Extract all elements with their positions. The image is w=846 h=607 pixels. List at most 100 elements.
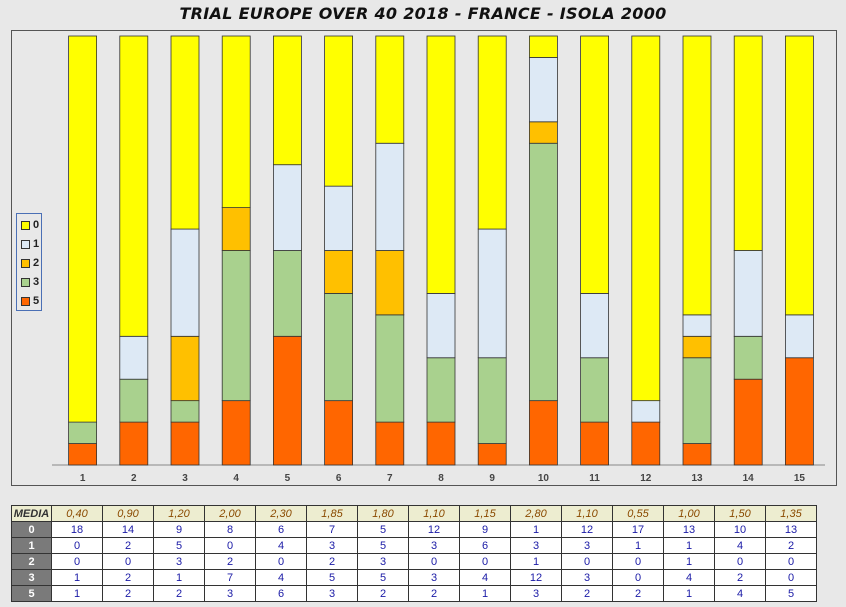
table-cell: 1,15 [459, 505, 511, 522]
bar-segment-9-score-5 [477, 443, 507, 466]
chart-title: TRIAL EUROPE OVER 40 2018 - FRANCE - ISO… [179, 4, 667, 23]
bar-segment-6-score-2 [324, 250, 354, 294]
table-cell: 10 [714, 521, 766, 538]
table-cell: 5 [357, 537, 409, 554]
bar-segment-4-score-2 [221, 207, 251, 251]
bar-segment-15-score-0 [785, 35, 814, 316]
bar-segment-13-score-5 [682, 443, 712, 466]
legend-label: 3 [33, 276, 40, 288]
table-cell: 1,80 [357, 505, 409, 522]
table-cell: 6 [255, 585, 307, 602]
bar-segment-7-score-1 [375, 142, 405, 251]
bar-segment-7-score-3 [375, 314, 405, 423]
bar-segment-10-score-3 [529, 142, 558, 402]
legend-swatch [21, 220, 30, 230]
legend-label: 2 [33, 257, 40, 269]
bar-segment-11-score-5 [580, 421, 609, 466]
bar-segment-8-score-1 [426, 292, 456, 359]
table-cell: 1 [51, 569, 103, 586]
row-header: 5 [11, 585, 52, 602]
table-cell: 5 [153, 537, 205, 554]
bar-segment-4-score-5 [221, 400, 251, 466]
table-cell: 1 [153, 569, 205, 586]
x-tick-label: 2 [131, 473, 137, 484]
table-cell: 2 [765, 537, 817, 554]
bar-segment-1-score-5 [68, 443, 97, 466]
table-cell: 1,10 [561, 505, 613, 522]
table-cell: 0 [51, 553, 103, 570]
x-tick-label: 15 [794, 473, 806, 484]
x-tick-label: 6 [336, 473, 342, 484]
x-tick-label: 4 [233, 473, 239, 484]
table-cell: 14 [102, 521, 154, 538]
table-cell: 9 [459, 521, 511, 538]
table-cell: 2 [561, 585, 613, 602]
bar-segment-6-score-1 [324, 185, 354, 251]
table-cell: 2 [408, 585, 460, 602]
legend-label: 0 [33, 219, 40, 231]
bar-segment-6-score-3 [324, 292, 354, 402]
table-cell: 2 [102, 537, 154, 554]
legend-swatch [21, 277, 30, 287]
table-cell: 2 [102, 569, 154, 586]
bar-segment-5-score-5 [272, 335, 302, 466]
table-cell: 2,80 [510, 505, 562, 522]
table-cell: 1,00 [663, 505, 715, 522]
table-cell: 2 [153, 585, 205, 602]
bar-segment-9-score-3 [477, 357, 507, 444]
row-header: 2 [11, 553, 52, 570]
table-cell: 2 [102, 585, 154, 602]
table-cell: 0 [765, 569, 817, 586]
x-tick-label: 10 [538, 473, 550, 484]
table-cell: 7 [204, 569, 256, 586]
table-cell: 1,35 [765, 505, 817, 522]
table-cell: 12 [510, 569, 562, 586]
bar-segment-6-score-5 [324, 400, 354, 466]
table-row-media: MEDIA 0,40 0,90 1,20 2,00 2,30 1,85 1,80 1,10 1,1… [11, 505, 817, 522]
table-cell: 0 [255, 553, 307, 570]
table-cell: 3 [561, 537, 613, 554]
table-cell: 1 [510, 521, 562, 538]
table-cell: 4 [459, 569, 511, 586]
table-row-score-0: 0 18 14 9 8 6 7 5 12 9 1 12 17 13 10 13 [11, 521, 817, 538]
bar-segment-3-score-1 [170, 228, 200, 337]
bar-segment-2-score-1 [119, 335, 149, 380]
row-header: 3 [11, 569, 52, 586]
bar-segment-9-score-0 [477, 35, 507, 230]
bar-segment-3-score-0 [170, 35, 200, 230]
bar-segment-8-score-3 [426, 357, 456, 423]
bar-segment-7-score-5 [375, 421, 405, 466]
table-cell: 0 [612, 553, 664, 570]
bar-segment-5-score-1 [272, 164, 302, 251]
table-cell: 6 [255, 521, 307, 538]
bar-segment-7-score-0 [375, 35, 405, 144]
x-tick-label: 1 [80, 473, 86, 484]
table-cell: 3 [357, 553, 409, 570]
table-cell: 4 [714, 537, 766, 554]
legend-item-3: 3 [21, 275, 39, 289]
bar-segment-3-score-2 [170, 335, 200, 402]
table-cell: 2 [357, 585, 409, 602]
bar-segment-10-score-0 [529, 35, 558, 58]
table-cell: 4 [255, 569, 307, 586]
table-cell: 5 [765, 585, 817, 602]
x-tick-label: 5 [285, 473, 291, 484]
table-cell: 0 [561, 553, 613, 570]
bar-segment-12-score-0 [631, 35, 661, 402]
x-tick-label: 3 [182, 473, 188, 484]
bar-segment-14-score-1 [733, 250, 763, 337]
table-cell: 0 [408, 553, 460, 570]
table-cell: 0,40 [51, 505, 103, 522]
table-cell: 6 [459, 537, 511, 554]
table-cell: 5 [306, 569, 358, 586]
legend-label: 5 [33, 295, 40, 307]
bar-segment-11-score-3 [580, 357, 609, 423]
table-cell: 1,20 [153, 505, 205, 522]
table-cell: 0 [459, 553, 511, 570]
table-cell: 13 [765, 521, 817, 538]
bar-segment-2-score-5 [119, 421, 149, 466]
table-cell: 3 [306, 585, 358, 602]
